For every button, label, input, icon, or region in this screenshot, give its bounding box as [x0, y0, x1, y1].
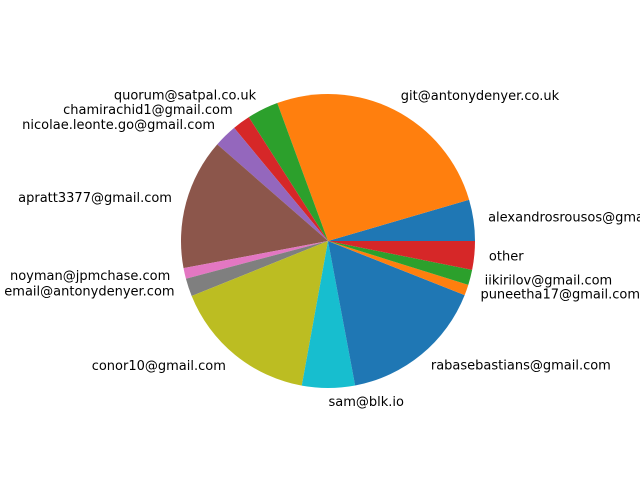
slice-label-email-antonydenyer-com: email@antonydenyer.com [4, 285, 174, 300]
slice-label-alexandrosrousos-gmail-com: alexandrosrousos@gmail.com [488, 211, 640, 226]
slice-rabasebastians-gmail-com [328, 241, 465, 386]
slice-email-antonydenyer-com [185, 241, 328, 296]
slice-other [328, 241, 475, 270]
slice-label-nicolae-leonte-go-gmail-com: nicolae.leonte.go@gmail.com [22, 118, 215, 133]
slice-label-quorum-satpal-co-uk: quorum@satpal.co.uk [114, 89, 257, 104]
slice-label-noyman-jpmchase-com: noyman@jpmchase.com [10, 269, 170, 284]
slice-alexandrosrousos-gmail-com [328, 199, 475, 241]
slice-sam-blk-io [301, 241, 356, 389]
slice-label-other: other [489, 249, 524, 264]
slice-apratt3377-gmail-com [180, 144, 328, 269]
pie-labels: alexandrosrousos@gmail.com git@antonydeny… [4, 89, 640, 411]
slice-label-iikirilov-gmail-com: iikirilov@gmail.com [485, 274, 613, 289]
slice-git-antonydenyer-co-uk [277, 94, 470, 241]
slice-nicolae-leonte-go-gmail-com [217, 127, 328, 241]
slice-label-puneetha17-gmail-com: puneetha17@gmail.com [480, 287, 640, 302]
slice-label-apratt3377-gmail-com: apratt3377@gmail.com [18, 191, 172, 206]
pie-slices [180, 94, 475, 389]
slice-label-rabasebastians-gmail-com: rabasebastians@gmail.com [431, 358, 611, 373]
slice-iikirilov-gmail-com [328, 241, 473, 285]
slice-label-sam-blk-io: sam@blk.io [329, 395, 405, 410]
slice-conor10-gmail-com [191, 241, 328, 386]
slice-label-conor10-gmail-com: conor10@gmail.com [92, 359, 226, 374]
slice-label-git-antonydenyer-co-uk: git@antonydenyer.co.uk [401, 89, 560, 104]
slice-noyman-jpmchase-com [183, 241, 328, 279]
slice-chamirachid1-gmail-com [234, 117, 328, 241]
slice-puneetha17-gmail-com [328, 241, 469, 296]
slice-label-chamirachid1-gmail-com: chamirachid1@gmail.com [63, 103, 232, 118]
slice-quorum-satpal-co-uk [248, 103, 328, 241]
